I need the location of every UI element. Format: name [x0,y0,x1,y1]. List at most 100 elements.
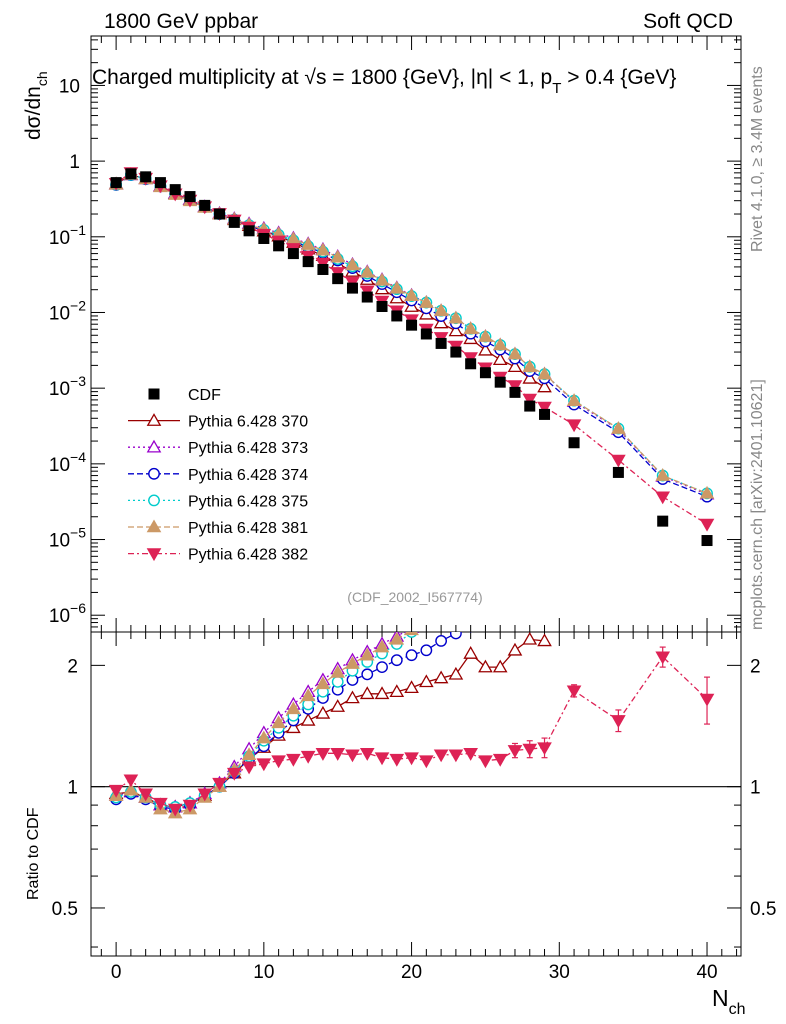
data-point [612,466,624,478]
data-point [332,273,344,285]
series-point-ratio [435,607,447,618]
series-point-ratio [286,753,301,767]
y-tick-label: 10 [59,76,80,97]
series-point-ratio [345,749,360,763]
x-tick-label: 30 [549,962,570,983]
series-point-ratio [271,715,286,729]
chart-title: Charged multiplicity at √s = 1800 {GeV},… [92,66,676,97]
data-point [509,386,521,398]
series-point-ratio [374,686,390,700]
series-point-main [478,342,493,356]
ratio-tick-label: 1 [67,778,78,799]
series-point-ratio [507,642,523,656]
series-point-ratio [421,614,431,624]
series-point-ratio [330,748,346,761]
series-point-ratio [315,705,331,719]
series-point-ratio [658,557,668,567]
ratio-tick-label: 2 [67,656,78,677]
data-point [154,177,166,189]
series-point-ratio [359,748,375,761]
series-point-main [507,346,523,360]
series-point-ratio [494,582,506,593]
series-point-ratio [569,557,579,567]
series-point-ratio [448,666,464,680]
series-point-main [655,491,671,505]
series-point-ratio [389,684,405,698]
series-line-main [115,173,708,494]
data-point [214,208,226,220]
legend-label: Pythia 6.428 382 [188,547,308,564]
series-point-ratio [330,699,346,712]
legend-marker [148,494,160,507]
series-point-ratio [420,613,432,624]
title-sub: T [552,80,561,97]
series-point-main [522,393,538,407]
x-axis-label-sub: ch [729,1001,746,1018]
series-point-main [522,370,538,384]
y-tick-label: 10−3 [49,373,86,400]
series-line-main [115,174,708,494]
data-point [169,184,181,196]
series-line-ratio [115,632,461,810]
title-post: > 0.4 {GeV} [561,66,676,89]
data-point [524,400,536,412]
series-point-ratio [699,693,715,707]
series-point-ratio [404,680,419,694]
series-point-ratio [345,656,360,669]
series-point-main [463,321,478,335]
legend-marker [146,413,162,426]
series-point-ratio [522,632,538,645]
series-point-ratio [315,748,331,761]
series-line-ratio [115,655,708,810]
series-point-ratio [359,686,375,700]
y-tick-label-exp: −4 [70,449,86,465]
series-point-ratio [463,646,478,659]
series-point-main [507,380,523,394]
x-axis-label-main: N [712,985,729,1011]
data-point [420,328,432,340]
series-point-ratio [569,578,579,588]
y-tick-label-exp: −5 [70,525,86,541]
title-s-part: s = 1800 {GeV}, |η| < 1, p [316,66,552,89]
series-point-ratio [509,577,521,588]
data-point [494,376,506,388]
data-point [287,248,299,260]
series-point-ratio [613,567,623,577]
series-line-ratio [116,638,545,808]
legend-marker [146,439,162,453]
legend-label: CDF [188,387,221,404]
header-right: Soft QCD [643,10,733,33]
series-point-ratio [390,654,403,667]
series-point-ratio [702,548,712,558]
legend-marker [146,548,162,562]
series-point-main [419,295,434,308]
series-line-ratio [115,632,406,808]
series-point-ratio [138,788,153,802]
y-tick-label: 10−4 [49,449,86,476]
series-line-ratio [115,632,410,814]
series-point-ratio [525,595,535,605]
series-point-main [433,303,449,317]
series-point-main [699,485,715,499]
series-point-ratio [435,607,447,618]
series-point-ratio [419,674,434,688]
title-pre: Charged multiplicity at [92,66,304,89]
series-point-ratio [420,613,432,624]
series-point-ratio [345,690,360,704]
legend-marker [146,519,162,533]
series-point-ratio [419,755,434,769]
series-point-main [478,329,493,342]
series-point-ratio [212,777,227,791]
ratio-tick-label: 0.5 [52,899,78,920]
series-point-main [655,468,671,481]
series-point-ratio [361,668,374,681]
series-point-ratio [435,635,448,647]
series-point-ratio [433,749,449,763]
series-point-ratio [657,542,669,553]
ratio-tick-label-right: 1 [750,778,761,799]
y-axis-label: dσ/dnch [22,71,50,140]
series-point-ratio [449,632,462,640]
series-point-ratio [525,573,535,583]
series-point-ratio [330,664,346,678]
series-point-ratio [612,547,624,558]
